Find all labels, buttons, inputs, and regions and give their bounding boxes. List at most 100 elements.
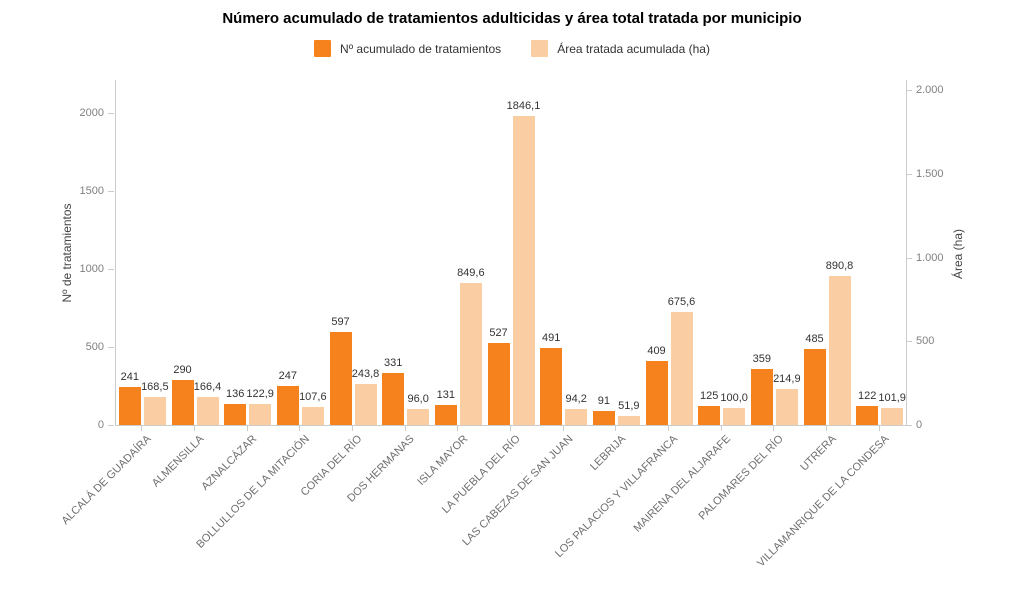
data-label-treatments: 409 [647,345,666,358]
y-axis-right-tick [906,257,912,259]
y-axis-left-tick [108,191,114,192]
x-axis-tick [615,426,617,431]
bar-treatments[interactable] [329,331,352,425]
y-axis-left-tick [108,269,114,270]
bar-area[interactable] [512,115,535,425]
data-label-area: 94,2 [565,393,587,406]
legend: Nº acumulado de tratamientos Área tratad… [0,40,1024,57]
bar-area[interactable] [459,282,482,425]
y-axis-left-tick-label: 2000 [79,107,104,119]
category-label: ISLA MAYOR [414,433,470,489]
y-axis-right-tick [906,425,912,426]
data-label-treatments: 91 [597,394,610,407]
x-axis-tick [246,426,248,431]
bar-treatments[interactable] [803,349,826,425]
data-label-area: 100,0 [720,392,748,405]
bar-area[interactable] [775,389,798,425]
data-label-treatments: 359 [752,352,772,365]
bar-area[interactable] [723,408,746,425]
bar-area[interactable] [828,275,851,425]
y-axis-left-tick-label: 500 [85,341,104,353]
bar-treatments[interactable] [645,361,668,425]
bar-treatments[interactable] [382,373,405,425]
bar-area[interactable] [354,384,377,425]
legend-swatch-area [531,40,549,57]
y-axis-left-tick-label: 0 [97,419,104,431]
y-axis-right-tick [906,341,912,343]
y-axis-title-right: Área (ha) [951,228,965,280]
bar-treatments[interactable] [856,405,879,425]
category-label: UTRERA [798,433,839,474]
y-axis-right-tick-label: 500 [916,335,935,348]
legend-label-area: Área tratada acumulada (ha) [557,41,710,56]
x-axis-tick [352,426,353,431]
bar-treatments[interactable] [276,386,299,425]
data-label-treatments: 241 [120,371,140,384]
data-label-treatments: 125 [699,389,719,402]
legend-item-area[interactable]: Área tratada acumulada (ha) [531,40,710,57]
category-label: BOLLULLOS DE LA MITACIÓN [194,433,312,551]
data-label-area: 122,9 [246,388,274,401]
data-label-area: 890,8 [825,259,854,272]
data-label-treatments: 491 [541,332,561,345]
data-label-area: 1846,1 [506,99,541,112]
x-axis-tick [720,426,722,431]
bar-treatments[interactable] [118,387,141,425]
chart-title: Número acumulado de tratamientos adultic… [222,10,802,27]
legend-swatch-treatments [314,40,332,57]
data-label-area: 101,9 [878,391,906,404]
x-axis-tick [194,426,195,431]
y-axis-right-tick-label: 1.500 [916,167,944,180]
data-label-area: 107,6 [299,390,327,403]
category-label: LEBRIJA [587,433,628,474]
y-axis-right-tick-label: 2.000 [916,84,944,96]
bar-treatments[interactable] [540,348,563,425]
bar-treatments[interactable] [698,405,721,425]
x-axis-tick [510,426,511,431]
bar-treatments[interactable] [592,410,615,425]
x-axis-tick [773,426,775,431]
y-axis-left-tick-label: 1000 [79,263,104,275]
bar-treatments[interactable] [487,342,510,425]
data-label-area: 214,9 [773,373,801,385]
y-axis-left-tick [108,425,114,426]
y-axis-left-tick [108,347,114,348]
x-axis-tick [299,426,301,431]
data-label-treatments: 290 [173,363,192,376]
bar-area[interactable] [143,396,166,425]
data-label-treatments: 122 [857,389,877,402]
bar-area[interactable] [196,397,219,425]
bar-area[interactable] [249,404,272,425]
bar-treatments[interactable] [434,404,457,425]
plot-area: 241 168,5 290 166,4 136 122,9 247 107,6 597 243,8… [115,80,907,426]
bar-area[interactable] [881,407,904,425]
category-label: AZNALCÁZAR [199,433,260,493]
data-label-treatments: 597 [331,315,350,328]
data-label-treatments: 247 [278,370,298,383]
data-label-treatments: 131 [436,388,456,401]
bar-treatments[interactable] [224,403,247,425]
y-axis-left-tick [108,113,114,114]
bar-area[interactable] [670,311,693,425]
legend-item-treatments[interactable]: Nº acumulado de tratamientos [314,40,501,57]
bar-treatments[interactable] [171,379,194,425]
category-label: ALCALÁ DE GUADAÍRA [59,433,154,528]
y-axis-title-left: Nº de tratamientos [60,203,74,303]
x-axis-tick [668,426,669,431]
x-axis-tick [826,426,827,431]
bar-area[interactable] [565,409,588,425]
bar-treatments[interactable] [750,369,773,425]
bar-area[interactable] [617,416,640,425]
data-label-area: 168,5 [141,380,169,393]
y-axis-right-tick-label: 0 [916,419,923,431]
data-label-area: 675,6 [667,295,696,308]
bar-area[interactable] [407,408,430,425]
bar-area[interactable] [301,406,324,425]
y-axis-right-tick-label: 1.000 [916,251,944,264]
data-label-area: 51,9 [618,400,640,413]
x-axis-tick [457,426,459,431]
y-axis-right-tick [906,90,912,91]
y-axis-left-tick-label: 1500 [79,185,104,197]
category-label: ALMENSILLA [150,433,207,490]
